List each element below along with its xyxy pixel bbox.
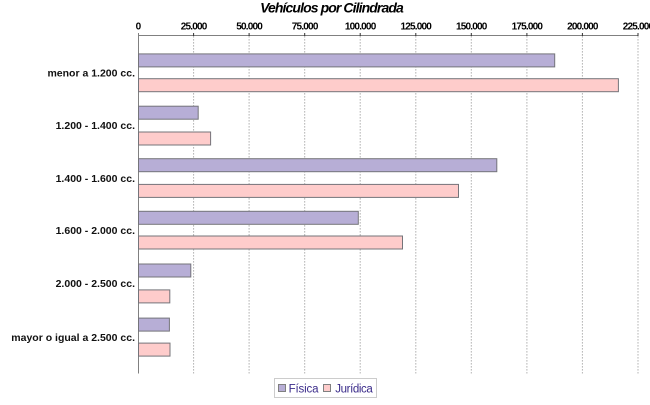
svg-text:0: 0	[136, 22, 142, 33]
svg-text:1.400 - 1.600 cc.: 1.400 - 1.600 cc.	[56, 173, 135, 185]
svg-text:Jurídica: Jurídica	[335, 384, 373, 396]
svg-text:225.000: 225.000	[623, 22, 650, 33]
svg-text:100.000: 100.000	[345, 22, 377, 33]
svg-text:1.600 - 2.000 cc.: 1.600 - 2.000 cc.	[56, 225, 135, 237]
svg-text:200.000: 200.000	[567, 22, 599, 33]
svg-text:1.200 - 1.400 cc.: 1.200 - 1.400 cc.	[56, 120, 135, 132]
svg-text:50.000: 50.000	[236, 22, 263, 33]
svg-text:150.000: 150.000	[456, 22, 488, 33]
svg-text:Física: Física	[289, 384, 320, 396]
svg-text:mayor o igual a 2.500 cc.: mayor o igual a 2.500 cc.	[11, 332, 135, 344]
svg-text:25.000: 25.000	[181, 22, 208, 33]
svg-text:125.000: 125.000	[401, 22, 433, 33]
svg-text:75.000: 75.000	[292, 22, 319, 33]
svg-text:Vehículos por Cilindrada: Vehículos por Cilindrada	[260, 0, 404, 16]
svg-text:2.000 - 2.500 cc.: 2.000 - 2.500 cc.	[56, 278, 135, 290]
svg-text:menor a 1.200 cc.: menor a 1.200 cc.	[47, 68, 135, 80]
svg-text:175.000: 175.000	[512, 22, 544, 33]
